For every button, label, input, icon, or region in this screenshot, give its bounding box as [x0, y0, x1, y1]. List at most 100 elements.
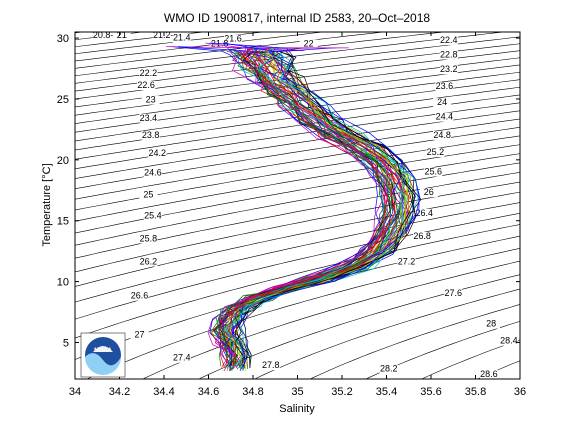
- density-contour-line: [75, 191, 520, 287]
- profile-line: [171, 46, 384, 370]
- contour-label: 25.6: [424, 166, 442, 176]
- profile-line: [215, 52, 391, 366]
- density-contour-line: [75, 32, 446, 77]
- density-contour-line: [75, 181, 520, 273]
- contour-label-bg: [148, 149, 167, 159]
- y-tick-label: 25: [57, 94, 69, 106]
- plot-area: 20.8 21 21.2 21.4 21.621.8 2222.222.422.622.8…: [57, 30, 526, 398]
- contour-label: 24.8: [433, 130, 451, 140]
- contour-label-bg: [139, 257, 158, 267]
- contour-label-bg: [141, 130, 160, 140]
- contour-label: 26.2: [140, 257, 158, 267]
- profile-line: [225, 52, 407, 368]
- contour-label-bg: [479, 370, 498, 379]
- contour-label-bg: [439, 65, 458, 75]
- contour-label: 22.2: [140, 68, 158, 78]
- density-contour-line: [75, 212, 520, 320]
- contour-label: 23.6: [436, 81, 454, 91]
- contour-label-bg: [210, 39, 229, 49]
- contour-label-bg: [139, 68, 158, 78]
- density-contour-line: [75, 224, 520, 339]
- profile-line: [218, 51, 399, 370]
- x-tick-label: 34.4: [153, 386, 174, 398]
- density-contour-line: [365, 320, 520, 379]
- contour-label-bg: [139, 113, 158, 123]
- density-contour-line: [75, 94, 520, 160]
- profile-line: [223, 49, 406, 368]
- contour-label-bg: [439, 35, 458, 45]
- contour-label-bg: [397, 257, 416, 267]
- contour-label: 26: [424, 187, 434, 197]
- density-contour-line: [75, 162, 520, 246]
- density-contour-line: [75, 110, 520, 179]
- contour-label-bg: [439, 50, 458, 60]
- profile-line: [228, 51, 396, 369]
- contour-label-bg: [112, 31, 131, 40]
- contour-label-bg: [435, 112, 454, 122]
- contour-label: 27: [135, 330, 145, 340]
- density-contour-line: [75, 32, 386, 69]
- contour-label: 28.4: [500, 336, 518, 346]
- y-axis-label: Temperature [°C]: [41, 163, 53, 246]
- density-contour-line: [86, 248, 520, 379]
- contour-label-bg: [137, 81, 156, 91]
- contour-label: 24.4: [436, 112, 454, 122]
- contour-label-bg: [379, 364, 398, 374]
- contour-label: 25.2: [427, 147, 445, 157]
- contour-label: 28.6: [480, 369, 498, 379]
- chart-title: WMO ID 1900817, internal ID 2583, 20–Oct…: [164, 11, 430, 25]
- x-tick-label: 35.4: [376, 386, 397, 398]
- contour-label-bg: [139, 234, 158, 244]
- profile-line: [242, 51, 422, 368]
- contour-label-bg: [424, 167, 443, 177]
- density-contour-line: [75, 153, 520, 234]
- noaa-logo: NOAA: [80, 332, 126, 378]
- x-tick-label: 35.8: [465, 386, 486, 398]
- x-axis-label: Salinity: [279, 403, 315, 415]
- contour-label: 23.8: [142, 130, 160, 140]
- contour-label: 22.8: [440, 50, 458, 60]
- density-contour-line: [421, 339, 520, 379]
- profile-line: [224, 48, 406, 369]
- contour-label-bg: [143, 168, 162, 178]
- x-tick-label: 35.6: [420, 386, 441, 398]
- density-contour-line: [75, 36, 520, 92]
- contour-label-bg: [482, 319, 501, 329]
- noaa-logo-text: NOAA: [94, 348, 112, 354]
- contour-label-bg: [426, 147, 445, 157]
- x-tick-label: 35: [291, 386, 303, 398]
- density-contour-line: [75, 32, 146, 41]
- contour-label: 25: [143, 190, 153, 200]
- profile-line: [219, 51, 400, 371]
- contour-label-bg: [130, 330, 149, 340]
- contour-label-bg: [92, 31, 111, 40]
- contour-label: 27.8: [262, 360, 280, 370]
- x-tick-label: 34: [69, 386, 81, 398]
- contour-label-bg: [433, 98, 452, 108]
- x-tick-label: 34.2: [109, 386, 130, 398]
- contour-label-bg: [499, 336, 518, 346]
- contour-label: 21: [117, 30, 127, 40]
- contour-label: 28.2: [380, 364, 398, 374]
- contour-label: 24.2: [149, 148, 167, 158]
- density-contour-line: [75, 43, 520, 100]
- contour-label-bg: [130, 291, 149, 301]
- profile-line: [217, 47, 398, 367]
- contour-label: 28: [486, 319, 496, 329]
- contour-label: 27.2: [398, 257, 416, 267]
- x-tick-label: 34.8: [242, 386, 263, 398]
- contour-label-bg: [415, 208, 434, 218]
- contour-label-bg: [141, 95, 160, 105]
- contour-label-bg: [172, 33, 191, 43]
- density-contour-line: [75, 135, 520, 211]
- contour-label: 22.6: [137, 80, 155, 90]
- density-contour-line: [75, 172, 520, 259]
- density-contour-line: [75, 118, 520, 190]
- contour-label-bg: [143, 211, 162, 221]
- density-contour-line: [75, 202, 520, 303]
- contour-label: 25.8: [140, 233, 158, 243]
- contour-label: 22: [304, 39, 314, 49]
- y-tick-label: 20: [57, 155, 69, 167]
- density-contour-line: [142, 260, 520, 379]
